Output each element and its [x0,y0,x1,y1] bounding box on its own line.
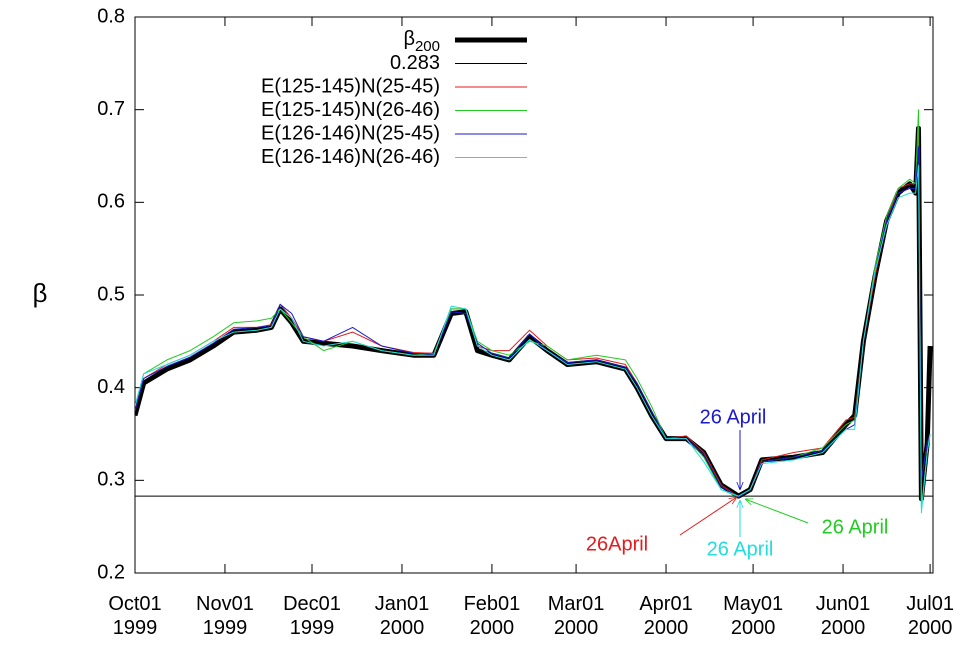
series-line [135,146,931,498]
plot-frame [134,16,934,574]
x-tick-label: Mar01 2000 [548,593,605,639]
legend-label: E(126-146)N(25-45) [261,122,440,144]
series-line [135,127,931,498]
x-tick-label: Apr01 2000 [639,593,692,639]
legend-label: 0.283 [390,52,440,74]
legend-label: E(125-145)N(25-45) [261,75,440,97]
y-tick-label: 0.3 [97,469,125,491]
legend-label: β200 [403,28,440,55]
x-tick-label: Jul01 2000 [906,593,954,639]
x-tick-label: Dec01 1999 [283,593,341,639]
x-tick-label: Jan01 2000 [375,593,430,639]
x-tick-label: Oct01 1999 [108,593,161,639]
annotation: 26 April [822,516,889,538]
legend-label: E(126-146)N(26-46) [261,146,440,168]
series-line [135,125,933,502]
annotation-arrow [745,499,809,524]
x-tick-label: Feb01 2000 [464,593,521,639]
legend-label: E(125-145)N(26-46) [261,99,440,121]
y-tick-label: 0.4 [97,376,125,398]
y-tick-label: 0.5 [97,283,125,305]
x-tick-label: Nov01 1999 [196,593,254,639]
y-tick-label: 0.6 [97,191,125,213]
x-tick-label: Jun01 2000 [816,593,871,639]
series-line [135,109,931,509]
annotation: 26 April [700,406,767,428]
y-tick-label: 0.8 [97,5,125,27]
annotation: 26 April [707,538,774,560]
series-line [135,164,931,514]
annotation: 26April [586,533,648,555]
x-tick-label: May01 2000 [723,593,783,639]
y-tick-label: 0.2 [97,561,125,583]
y-axis-label: β [33,278,48,308]
annotation-arrow [679,497,737,536]
y-tick-label: 0.7 [97,98,125,120]
